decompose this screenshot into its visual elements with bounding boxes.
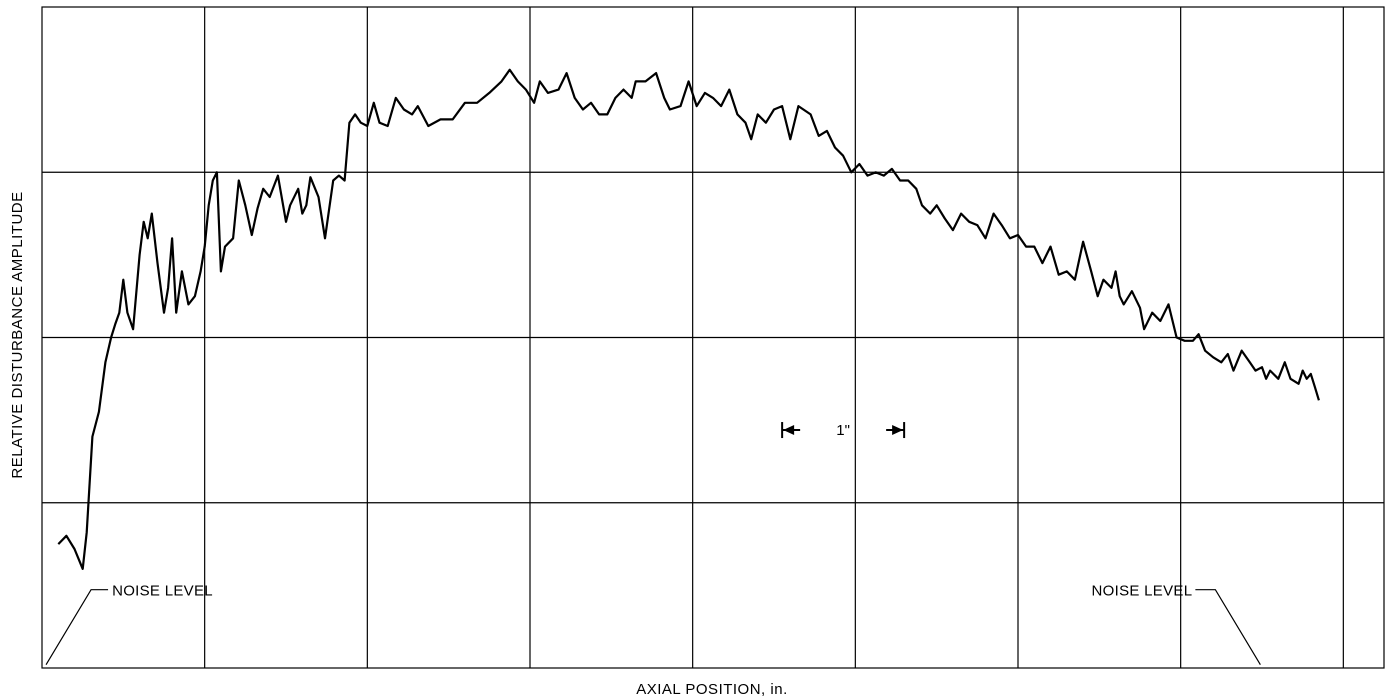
scale-marker: 1" bbox=[781, 422, 906, 439]
series-line bbox=[57, 68, 1320, 570]
y-axis-label: RELATIVE DISTURBANCE AMPLITUDE bbox=[9, 191, 26, 478]
annotation-label: NOISE LEVEL bbox=[112, 583, 213, 600]
plot-area bbox=[57, 68, 1320, 570]
x-axis-label: AXIAL POSITION, in. bbox=[636, 681, 788, 698]
annotations: NOISE LEVEL NOISE LEVEL bbox=[45, 583, 1261, 666]
scale-label: 1" bbox=[836, 422, 850, 439]
annotation-leader bbox=[45, 589, 109, 666]
scale-arrowhead-left bbox=[783, 425, 795, 436]
chart-grid bbox=[41, 6, 1385, 669]
scale-arrowhead-right bbox=[892, 425, 904, 436]
annotation-leader bbox=[1195, 589, 1261, 666]
annotation-label: NOISE LEVEL bbox=[1092, 583, 1193, 600]
